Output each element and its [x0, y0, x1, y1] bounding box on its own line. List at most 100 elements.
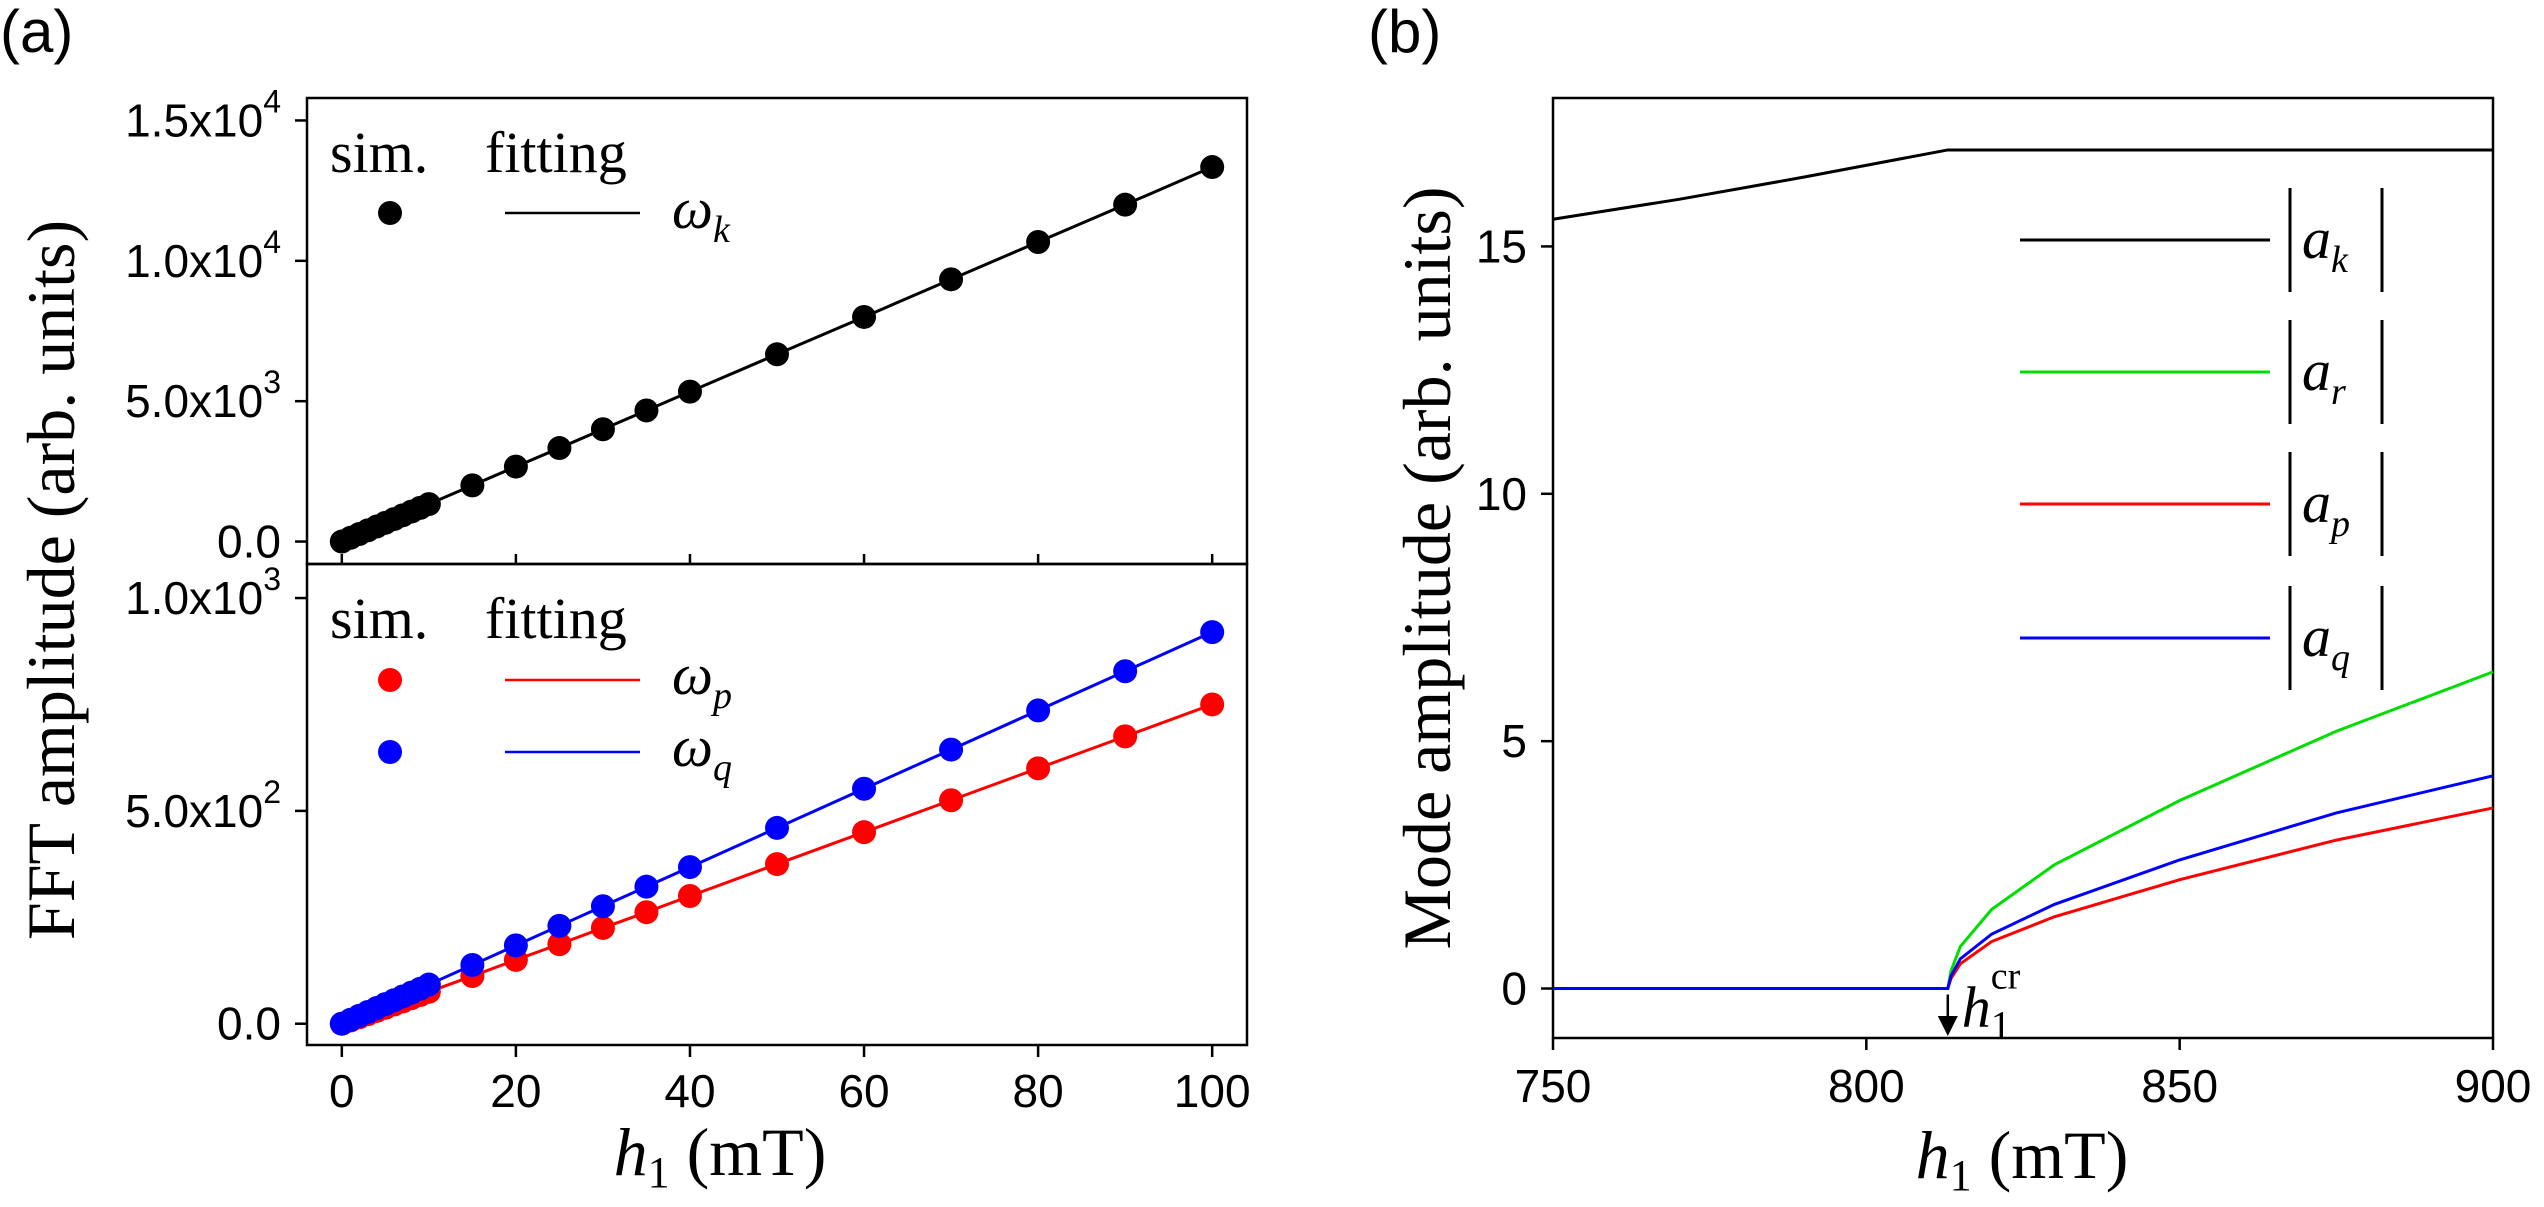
panel-b-y-axis-title: Mode amplitude (arb. units): [1389, 187, 1465, 950]
data-point-omega-p: [634, 900, 659, 925]
tick-exponent: 4: [263, 224, 281, 260]
omega-k-symbol: ω: [672, 176, 713, 241]
panel-a-bottom-y-tick-label: 0.0: [217, 998, 281, 1050]
panel-b-y-tick-label: 10: [1476, 468, 1527, 520]
data-point-omega-q: [547, 913, 572, 938]
legend-marker-omega-p: [378, 668, 402, 692]
panel-b-ticks: 0 5 10 15 750 800 850 900: [1476, 220, 2532, 1112]
data-point-omega-q: [677, 855, 702, 880]
omega-k-subscript: k: [713, 209, 731, 251]
curve-a-r: [1553, 670, 2494, 991]
panel-b-y-tick-label: 5: [1501, 715, 1527, 767]
tick-mantissa: 5.0x10: [125, 785, 263, 837]
omega-q-subscript: q: [713, 747, 732, 789]
panel-a-x-tick-label: 20: [490, 1065, 541, 1117]
tick-mantissa: 0.0: [217, 998, 281, 1050]
omega-q-symbol: ω: [672, 714, 713, 779]
data-point-omega-k: [634, 398, 659, 423]
omega-p-subscript: p: [710, 675, 732, 717]
amp-symbol: a: [2302, 338, 2331, 403]
panel-a-x-tick-label: 40: [664, 1065, 715, 1117]
panel-a-bottom-ticks: 0.0 5.0x102 1.0x103 0 20 40 60 80 100: [125, 561, 1250, 1117]
legend-sim-header-bottom: sim.: [330, 586, 428, 651]
data-point-omega-q: [416, 972, 441, 997]
data-point-omega-p: [1200, 692, 1225, 717]
data-point-omega-q: [852, 776, 877, 801]
data-point-omega-p: [939, 788, 964, 813]
data-point-omega-k: [547, 436, 572, 461]
curve-a-q: [1553, 774, 2494, 991]
legend-label-omega-k: ωk: [672, 176, 731, 251]
legend-label-a-r: ar: [2302, 338, 2346, 413]
hcr-superscript: cr: [1991, 956, 2021, 998]
hcr-subscript: 1: [1991, 1003, 2011, 1048]
panel-a-top-y-tick-label: 1.5x104: [125, 83, 281, 146]
tick-mantissa: 5.0x10: [125, 375, 263, 427]
data-point-omega-q: [460, 952, 485, 977]
panel-a-x-tick-label: 0: [329, 1065, 355, 1117]
data-point-omega-q: [939, 737, 964, 762]
legend-fitting-header-bottom: fitting: [485, 586, 627, 651]
tick-exponent: 2: [263, 774, 281, 810]
amp-subscript: p: [2328, 503, 2350, 545]
data-point-omega-q: [634, 874, 659, 899]
data-point-omega-k: [852, 304, 877, 329]
data-point-omega-q: [765, 815, 789, 840]
data-point-omega-k: [503, 454, 528, 479]
data-point-omega-k: [1113, 192, 1138, 217]
legend-marker-omega-k: [378, 201, 402, 225]
legend-fitting-header: fitting: [485, 120, 627, 185]
data-point-omega-k: [765, 342, 789, 367]
data-point-omega-p: [1113, 724, 1138, 749]
data-point-omega-q: [503, 933, 528, 958]
data-point-omega-k: [460, 473, 485, 498]
panel-a-x-tick-label: 60: [838, 1065, 889, 1117]
omega-p-symbol: ω: [672, 642, 713, 707]
legend-marker-omega-q: [378, 740, 402, 764]
legend-label-omega-q: ωq: [672, 714, 732, 789]
panel-a-bottom-frame: [305, 562, 1249, 1047]
critical-field-annotation: h1 cr: [1937, 956, 2021, 1048]
amp-subscript: r: [2331, 371, 2346, 413]
amp-subscript: k: [2331, 239, 2349, 281]
panel-b-y-tick-label: 15: [1476, 220, 1527, 272]
panel-a-bottom-y-tick-label: 5.0x102: [125, 774, 281, 837]
tick-exponent: 3: [263, 364, 281, 400]
panel-a-bottom-plot: 0.0 5.0x102 1.0x103 0 20 40 60 80 100 sim. fitti…: [125, 561, 1250, 1117]
legend-label-a-p: ap: [2302, 470, 2350, 545]
panel-b-marks: [1552, 148, 2494, 991]
panel-a-top-frame: [305, 96, 1249, 566]
data-point-omega-q: [1200, 620, 1225, 645]
data-point-omega-k: [939, 267, 964, 292]
data-point-omega-k: [416, 492, 441, 517]
tick-exponent: 4: [263, 83, 281, 119]
data-point-omega-k: [677, 379, 702, 404]
panel-a-x-axis-title: h1 (mT): [614, 1114, 827, 1197]
panel-a-top-y-tick-label: 0.0: [217, 516, 281, 568]
curve-a-p: [1553, 806, 2494, 991]
tick-exponent: 3: [263, 561, 281, 597]
data-point-omega-p: [677, 884, 702, 909]
amp-symbol: a: [2302, 470, 2331, 535]
panel-a-x-tick-label: 100: [1174, 1065, 1251, 1117]
panel-a-top-y-tick-label: 1.0x104: [125, 224, 281, 287]
panel-b-x-tick-label: 850: [2141, 1060, 2218, 1112]
data-point-omega-p: [547, 932, 572, 957]
panel-a-y-axis-title: FFT amplitude (arb. units): [13, 220, 89, 940]
amp-subscript: q: [2331, 637, 2350, 679]
data-point-omega-p: [590, 915, 615, 940]
panel-b-x-tick-label: 900: [2455, 1060, 2532, 1112]
data-point-omega-q: [1113, 659, 1138, 684]
panel-label-b: (b): [1368, 0, 1441, 65]
hcr-symbol: h: [1962, 975, 1991, 1040]
amp-symbol: a: [2302, 604, 2331, 669]
data-point-omega-p: [765, 852, 789, 877]
panel-a-top-y-tick-label: 5.0x103: [125, 364, 281, 427]
panel-a-x-tick-label: 80: [1013, 1065, 1064, 1117]
tick-mantissa: 1.0x10: [125, 572, 263, 624]
panel-b-frame: [1551, 96, 2495, 1040]
tick-mantissa: 1.0x10: [125, 235, 263, 287]
